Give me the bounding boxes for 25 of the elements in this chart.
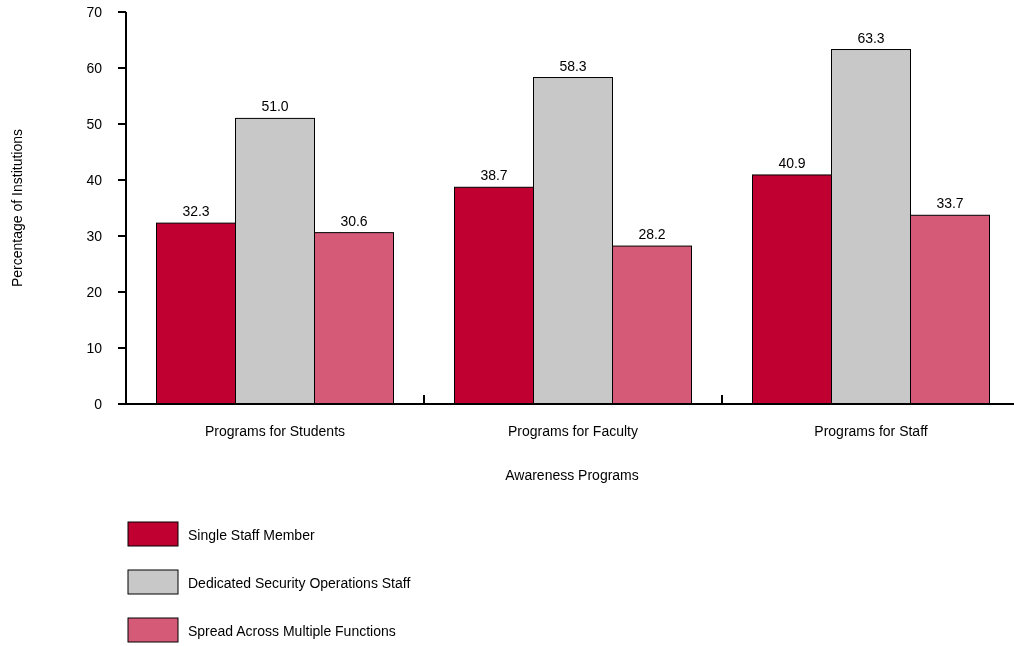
x-tick-label: Programs for Students	[204, 423, 346, 439]
data-label: 33.7	[936, 195, 964, 212]
y-tick-label: 0	[94, 395, 103, 412]
data-label: 38.7	[480, 167, 508, 184]
y-axis-title: Percentage of Institutions	[9, 129, 25, 287]
y-tick-label: 30	[86, 227, 103, 244]
data-label: 58.3	[559, 57, 587, 74]
y-tick-label: 40	[86, 171, 103, 188]
y-tick-label: 10	[86, 339, 103, 356]
x-tick-label: Programs for Faculty	[508, 423, 638, 439]
y-tick-label: 70	[86, 3, 103, 20]
data-label: 63.3	[857, 29, 885, 46]
y-tick-label: 20	[86, 283, 103, 300]
data-label: 30.6	[340, 212, 368, 229]
y-tick-label: 60	[86, 59, 103, 76]
x-axis-title: Awareness Programs	[505, 467, 639, 483]
data-label: 40.9	[778, 154, 806, 171]
data-label: 32.3	[182, 203, 210, 220]
y-tick-label: 50	[86, 115, 103, 132]
x-tick-label: Programs for Staff	[814, 423, 928, 439]
legend-label: Single Staff Member	[188, 527, 315, 543]
data-label: 28.2	[638, 226, 666, 243]
data-label: 51.0	[261, 98, 289, 115]
legend-label: Spread Across Multiple Functions	[188, 623, 396, 639]
legend-label: Dedicated Security Operations Staff	[188, 575, 411, 591]
